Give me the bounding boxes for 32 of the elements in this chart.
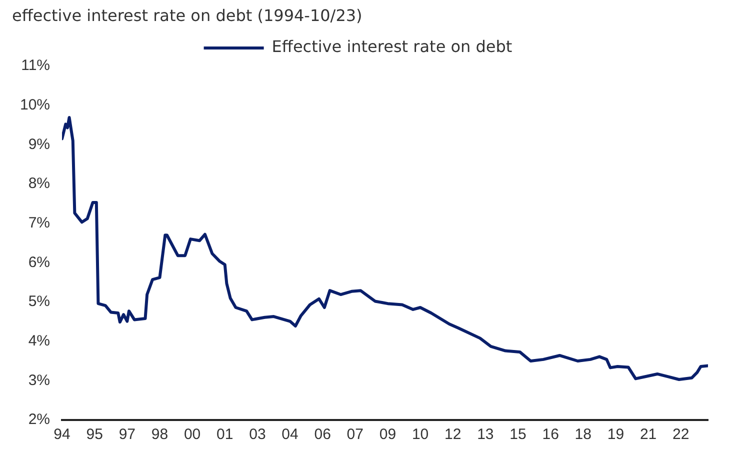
y-tick-label: 3% <box>28 372 50 389</box>
x-tick-label: 00 <box>184 426 201 444</box>
x-tick-label: 03 <box>249 426 266 444</box>
y-tick-label: 9% <box>28 136 50 153</box>
x-tick-label: 94 <box>54 426 70 444</box>
y-tick-label: 5% <box>28 293 50 310</box>
y-tick-label: 2% <box>28 411 50 428</box>
x-tick-label: 97 <box>118 426 136 444</box>
x-tick-label: 13 <box>477 426 494 444</box>
x-tick-label: 06 <box>314 426 331 444</box>
y-tick-label: 10% <box>20 96 50 114</box>
x-tick-label: 95 <box>86 426 103 444</box>
x-tick-label: 10 <box>412 426 429 444</box>
y-tick-label: 8% <box>28 175 50 192</box>
x-tick-label: 12 <box>444 426 462 444</box>
x-tick-label: 09 <box>379 426 396 444</box>
x-tick-label: 07 <box>346 426 364 444</box>
x-tick-label: 04 <box>282 426 298 444</box>
x-tick-label: 19 <box>607 426 624 444</box>
legend-label: Effective interest rate on debt <box>272 37 512 56</box>
y-tick-label: 7% <box>28 214 50 232</box>
x-tick-label: 16 <box>542 426 559 444</box>
x-tick-label: 98 <box>151 426 168 444</box>
x-tick-label: 18 <box>574 426 592 444</box>
x-tick-label: 22 <box>672 426 690 444</box>
y-tick-label: 6% <box>28 254 50 271</box>
x-tick-label: 01 <box>216 426 234 444</box>
y-tick-label: 4% <box>28 332 50 350</box>
x-tick-label: 21 <box>640 426 657 444</box>
chart-title: effective interest rate on debt (1994-10/23) <box>12 6 362 25</box>
x-tick-label: 15 <box>510 426 526 444</box>
y-tick-label: 11% <box>21 57 50 74</box>
